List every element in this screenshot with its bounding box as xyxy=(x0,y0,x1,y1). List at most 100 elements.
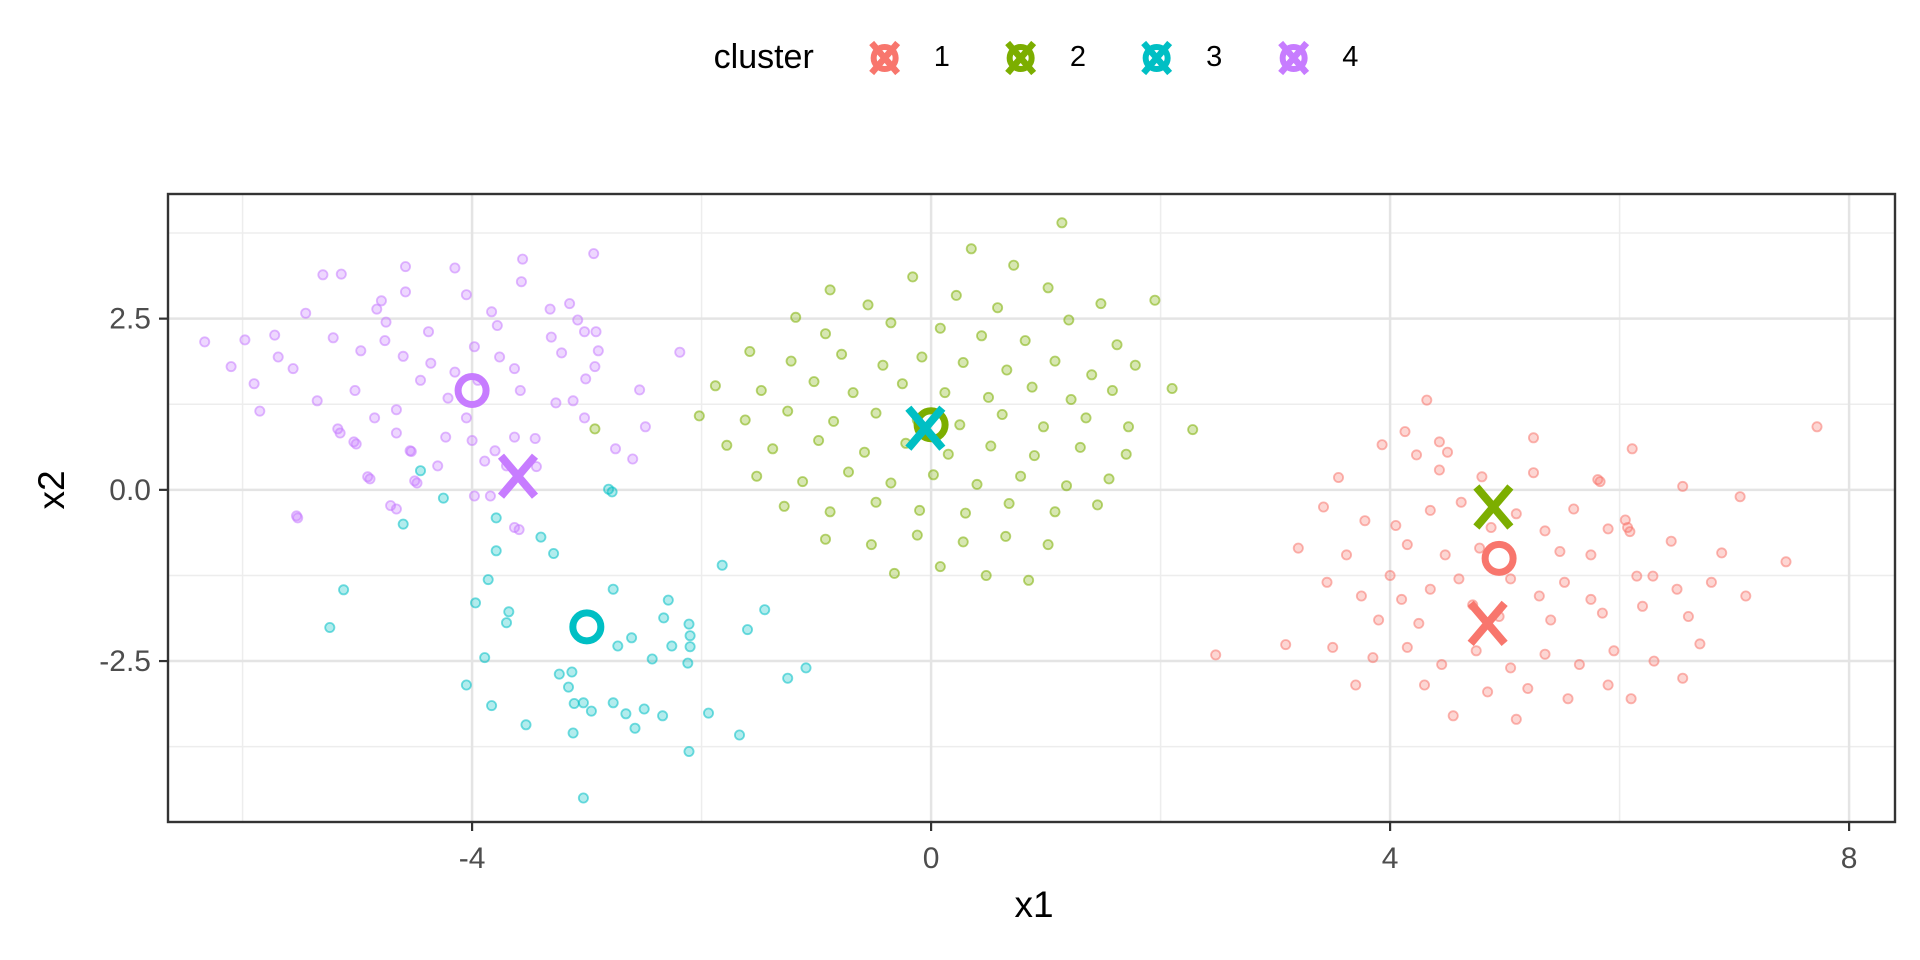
data-point-cluster-3 xyxy=(742,624,754,636)
legend-label-3: 3 xyxy=(1206,41,1223,73)
data-point-cluster-3 xyxy=(490,545,502,557)
data-point-cluster-3 xyxy=(577,697,589,709)
data-point-cluster-3 xyxy=(782,672,794,684)
data-point-cluster-2 xyxy=(1111,339,1123,351)
data-point-cluster-1 xyxy=(1355,590,1367,602)
data-point-cluster-2 xyxy=(1095,298,1107,310)
data-point-cluster-1 xyxy=(1384,570,1396,582)
data-point-cluster-3 xyxy=(338,584,350,596)
data-point-cluster-2 xyxy=(790,311,802,323)
data-point-cluster-1 xyxy=(1433,464,1445,476)
data-point-cluster-2 xyxy=(739,414,751,426)
data-point-cluster-2 xyxy=(907,271,919,283)
y-axis-title: x2 xyxy=(31,470,72,510)
data-point-cluster-4 xyxy=(530,461,542,473)
plot-panel xyxy=(168,194,1895,822)
legend: cluster 1 2 3 4 xyxy=(714,38,1359,77)
data-point-cluster-1 xyxy=(1648,655,1660,667)
data-point-cluster-1 xyxy=(1528,467,1540,479)
data-point-cluster-2 xyxy=(1065,393,1077,405)
data-point-cluster-4 xyxy=(254,405,266,417)
data-point-cluster-2 xyxy=(885,477,897,489)
data-point-cluster-4 xyxy=(379,335,391,347)
data-point-cluster-4 xyxy=(556,347,568,359)
data-point-cluster-4 xyxy=(199,336,211,348)
data-point-cluster-1 xyxy=(1474,542,1486,554)
data-point-cluster-3 xyxy=(684,630,696,642)
data-point-cluster-4 xyxy=(432,460,444,472)
data-point-cluster-2 xyxy=(755,384,767,396)
legend-label-2: 2 xyxy=(1069,41,1087,73)
data-point-cluster-2 xyxy=(1026,381,1038,393)
data-point-cluster-1 xyxy=(1682,611,1694,623)
data-point-cluster-1 xyxy=(1210,649,1222,661)
data-point-cluster-2 xyxy=(985,440,997,452)
data-point-cluster-1 xyxy=(1677,672,1689,684)
data-point-cluster-2 xyxy=(865,539,877,551)
data-point-cluster-4 xyxy=(466,434,478,446)
data-point-cluster-3 xyxy=(568,698,580,710)
data-point-cluster-3 xyxy=(620,708,632,720)
data-point-cluster-4 xyxy=(627,453,639,465)
data-point-cluster-4 xyxy=(269,329,281,341)
data-point-cluster-1 xyxy=(1433,436,1445,448)
data-point-cluster-1 xyxy=(1671,583,1683,595)
data-point-cluster-4 xyxy=(494,351,506,363)
data-point-cluster-1 xyxy=(1341,549,1353,561)
data-point-cluster-1 xyxy=(1401,641,1413,653)
data-point-cluster-2 xyxy=(960,507,972,519)
legend-label-1: 1 xyxy=(933,41,950,73)
data-point-cluster-4 xyxy=(572,314,584,326)
data-point-cluster-3 xyxy=(486,700,498,712)
y-tick-label: -2.5 xyxy=(99,645,151,678)
data-point-cluster-4 xyxy=(311,395,323,407)
data-point-cluster-2 xyxy=(976,330,988,342)
data-point-cluster-2 xyxy=(1028,450,1040,462)
data-point-cluster-4 xyxy=(399,261,411,273)
data-point-cluster-3 xyxy=(603,483,615,495)
data-point-cluster-3 xyxy=(500,617,512,629)
data-point-cluster-2 xyxy=(870,496,882,508)
data-point-cluster-4 xyxy=(364,473,376,485)
centroid-cross-cluster-2 xyxy=(1473,484,1514,530)
data-point-cluster-4 xyxy=(550,397,562,409)
data-point-cluster-2 xyxy=(1074,441,1086,453)
data-point-cluster-1 xyxy=(1396,593,1408,605)
centroid-circle-cluster-4 xyxy=(454,373,490,409)
data-point-cluster-2 xyxy=(1015,470,1027,482)
data-point-cluster-2 xyxy=(971,478,983,490)
data-point-cluster-2 xyxy=(916,351,928,363)
data-point-cluster-3 xyxy=(324,622,336,634)
data-point-cluster-2 xyxy=(709,380,721,392)
data-point-cluster-1 xyxy=(1442,446,1454,458)
data-point-cluster-3 xyxy=(683,746,695,758)
data-point-cluster-4 xyxy=(239,334,251,346)
data-point-cluster-4 xyxy=(544,303,556,315)
data-point-cluster-4 xyxy=(513,524,525,536)
data-point-cluster-1 xyxy=(1734,491,1746,503)
data-point-cluster-4 xyxy=(460,289,472,301)
data-point-cluster-4 xyxy=(610,443,622,455)
data-point-cluster-2 xyxy=(957,356,969,368)
data-point-cluster-1 xyxy=(1447,710,1459,722)
data-point-cluster-2 xyxy=(939,387,951,399)
data-point-cluster-2 xyxy=(778,500,790,512)
data-point-cluster-3 xyxy=(662,594,674,606)
data-point-cluster-1 xyxy=(1424,583,1436,595)
data-point-cluster-1 xyxy=(1350,679,1362,691)
data-point-cluster-2 xyxy=(847,387,859,399)
data-point-cluster-3 xyxy=(548,548,560,560)
data-point-cluster-2 xyxy=(820,328,832,340)
data-point-cluster-1 xyxy=(1608,645,1620,657)
data-point-cluster-2 xyxy=(1049,355,1061,367)
data-point-cluster-2 xyxy=(1123,421,1135,433)
data-point-cluster-4 xyxy=(588,248,600,260)
data-point-cluster-2 xyxy=(721,439,733,451)
data-point-cluster-4 xyxy=(486,306,498,318)
data-point-cluster-2 xyxy=(914,504,926,516)
cluster-3-key-icon xyxy=(1141,40,1173,75)
data-point-cluster-4 xyxy=(390,503,402,515)
data-point-cluster-2 xyxy=(1080,412,1092,424)
data-point-cluster-4 xyxy=(508,363,520,375)
data-point-cluster-1 xyxy=(1510,508,1522,520)
